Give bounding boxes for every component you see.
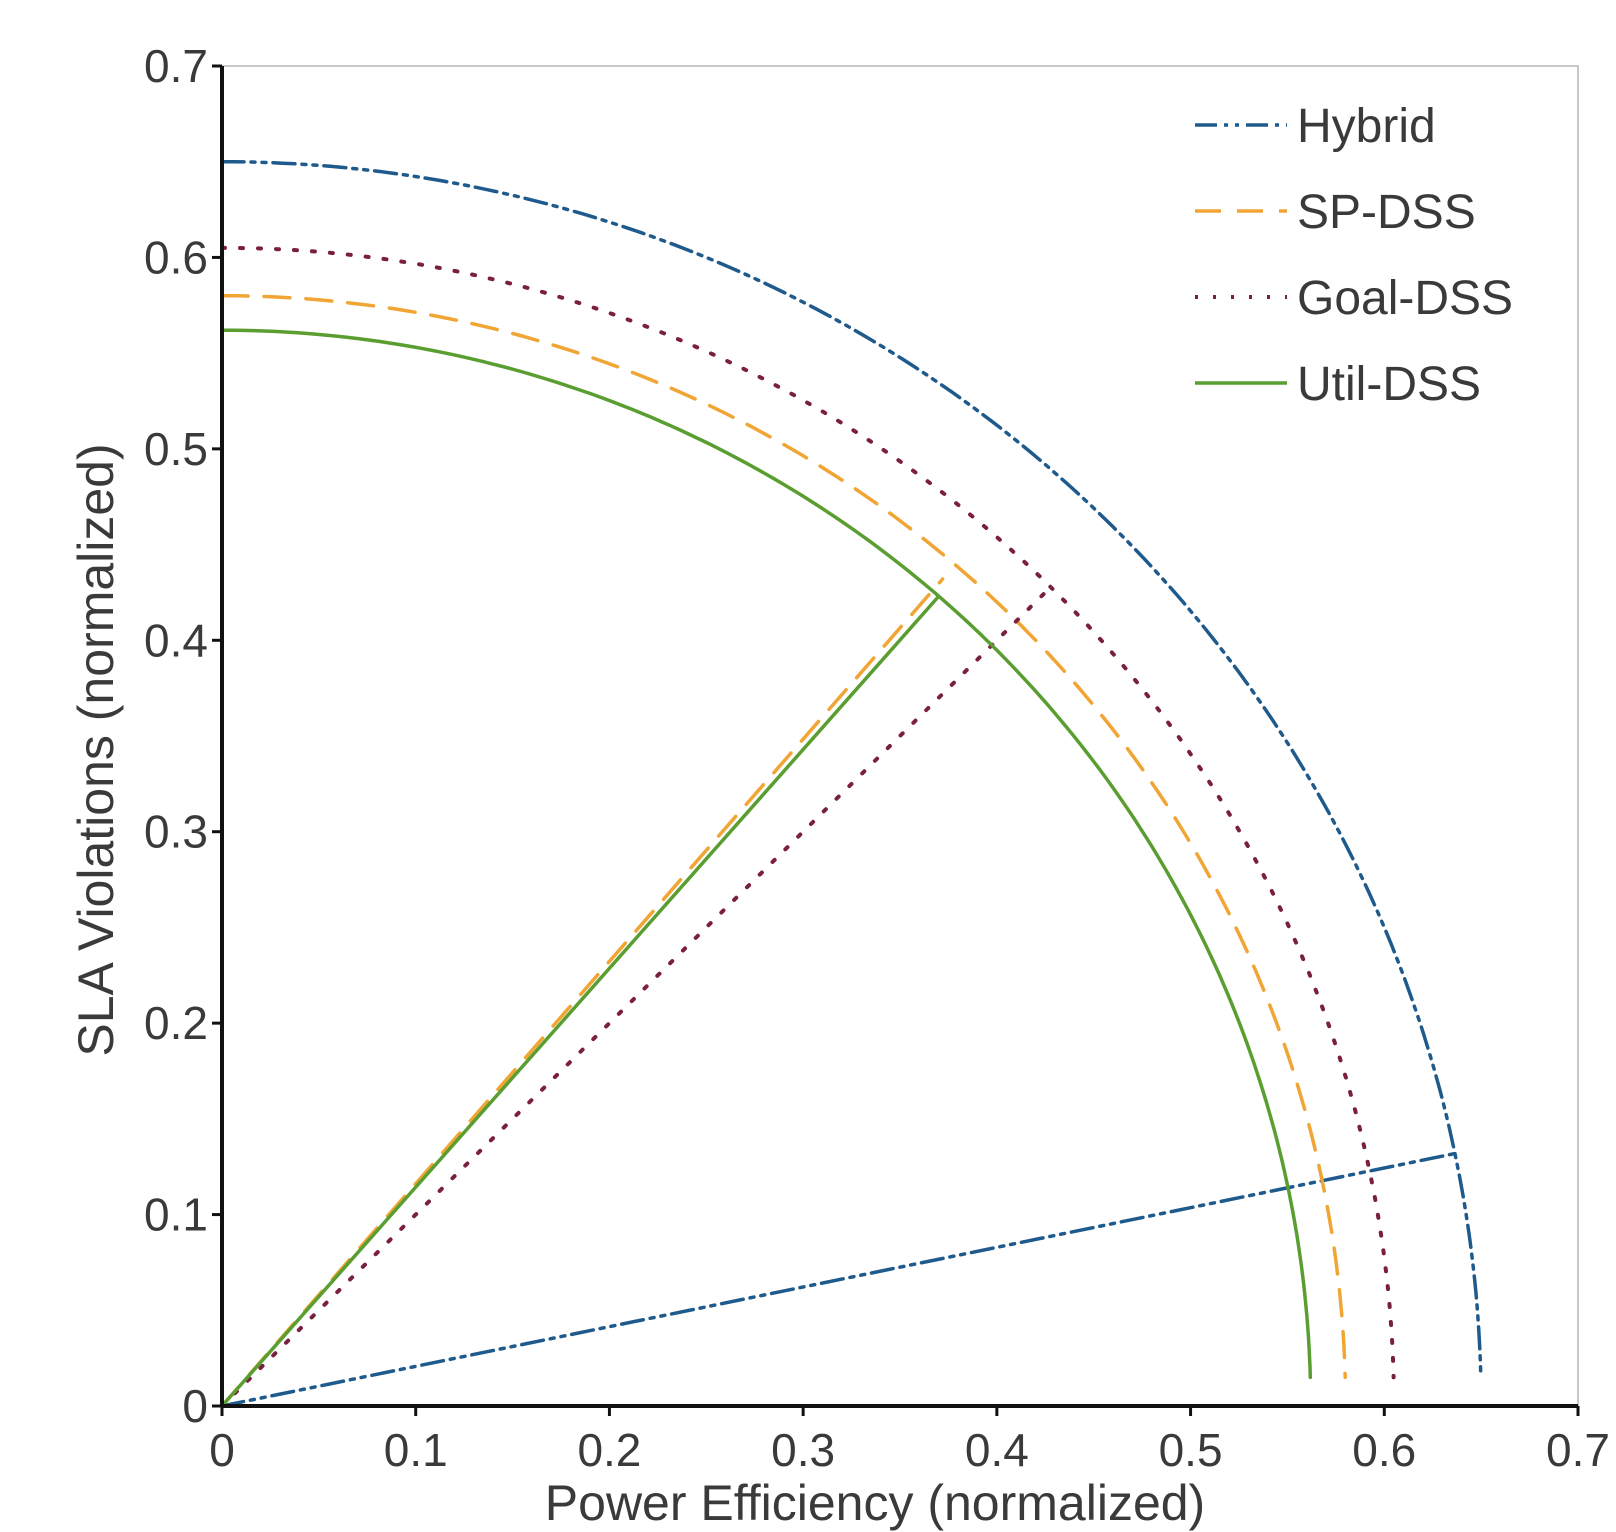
y-tick-label: 0.6 <box>144 231 208 283</box>
y-tick-label: 0.1 <box>144 1189 208 1241</box>
legend: Hybrid SP-DSS Goal-DSS Util-DSS <box>1195 100 1513 411</box>
ray-goal-dss <box>220 584 1054 1408</box>
ray-util-dss <box>220 594 941 1408</box>
x-tick-label: 0.1 <box>384 1424 448 1476</box>
y-ticks: 0 0.1 0.2 0.3 0.4 0.5 0.6 0.7 <box>144 40 222 1432</box>
y-tick-label: 0.2 <box>144 997 208 1049</box>
x-tick-label: 0.4 <box>965 1424 1029 1476</box>
x-tick-label: 0.7 <box>1546 1424 1610 1476</box>
arc-sp-dss <box>220 293 1347 1380</box>
x-tick-label: 0.6 <box>1352 1424 1416 1476</box>
y-tick-label: 0 <box>182 1380 208 1432</box>
x-axis-title: Power Efficiency (normalized) <box>545 1475 1205 1531</box>
arc-util-dss <box>220 328 1313 1380</box>
x-tick-label: 0.5 <box>1159 1424 1223 1476</box>
y-tick-label: 0.7 <box>144 40 208 92</box>
legend-label-sp-dss: SP-DSS <box>1297 186 1476 239</box>
y-tick-label: 0.4 <box>144 614 208 666</box>
x-tick-label: 0.3 <box>771 1424 835 1476</box>
y-tick-label: 0.3 <box>144 806 208 858</box>
legend-label-util-dss: Util-DSS <box>1297 358 1481 411</box>
x-tick-label: 0 <box>209 1424 235 1476</box>
x-tick-label: 0.2 <box>577 1424 641 1476</box>
x-ticks: 0 0.1 0.2 0.3 0.4 0.5 0.6 0.7 <box>209 1406 1610 1476</box>
series-layer <box>220 159 1483 1408</box>
arc-hybrid <box>220 159 1483 1380</box>
y-tick-label: 0.5 <box>144 423 208 475</box>
legend-label-goal-dss: Goal-DSS <box>1297 272 1513 325</box>
ray-hybrid <box>220 1151 1458 1408</box>
y-axis-title: SLA Violations (normalized) <box>68 443 124 1056</box>
legend-label-hybrid: Hybrid <box>1297 100 1436 153</box>
arc-goal-dss <box>220 245 1396 1380</box>
